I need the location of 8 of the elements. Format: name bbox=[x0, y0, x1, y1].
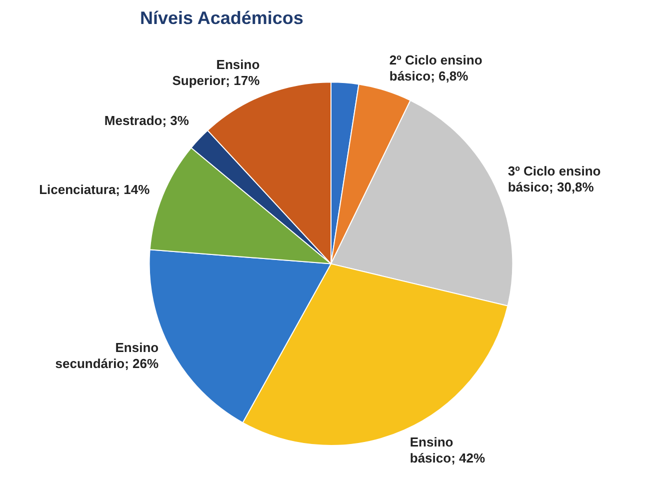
slice-label: 2º Ciclo ensino básico; 6,8% bbox=[389, 52, 482, 84]
slice-label: Ensino Superior; 17% bbox=[172, 57, 260, 88]
slice-label: Mestrado; 3% bbox=[104, 112, 190, 128]
slice-label: Licenciatura; 14% bbox=[39, 182, 150, 197]
slice-label: Ensino básico; 42% bbox=[410, 434, 486, 466]
slice-label: 3º Ciclo ensino básico; 30,8% bbox=[508, 164, 601, 195]
chart-title: Níveis Académicos bbox=[140, 8, 304, 28]
slice-label: Ensino secundário; 26% bbox=[55, 340, 160, 371]
